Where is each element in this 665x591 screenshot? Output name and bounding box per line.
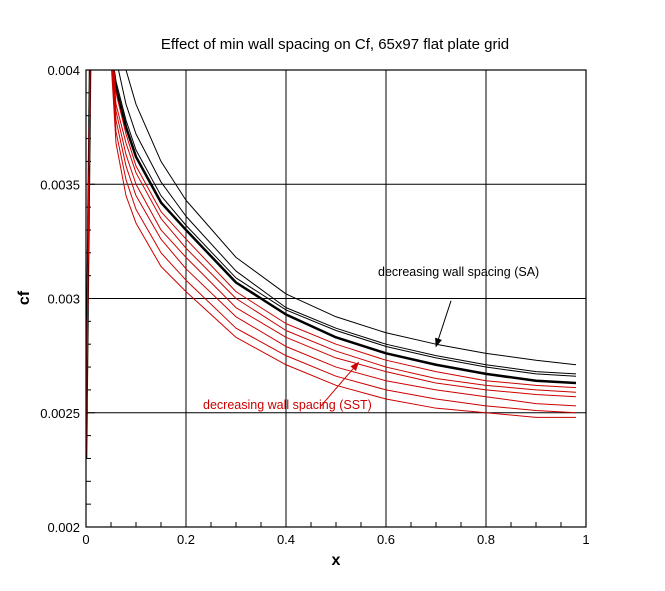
series-line-sst xyxy=(86,70,577,459)
y-tick-label: 0.0035 xyxy=(40,177,80,192)
annotation-sst-label: decreasing wall spacing (SST) xyxy=(203,398,372,412)
y-tick-label: 0.0025 xyxy=(40,406,80,421)
series-line-sst xyxy=(86,70,577,459)
annotation-sa-label: decreasing wall spacing (SA) xyxy=(378,265,539,279)
annotation-arrow xyxy=(435,300,452,348)
x-tick-label: 0.8 xyxy=(477,532,495,547)
annotations: decreasing wall spacing (SA) decreasing … xyxy=(203,265,539,412)
y-tick-label: 0.002 xyxy=(47,520,80,535)
annotation-arrow xyxy=(320,361,360,407)
y-tick-label: 0.003 xyxy=(47,292,80,307)
y-axis-label: cf xyxy=(16,290,33,305)
series-line-sa xyxy=(86,70,577,459)
chart-title: Effect of min wall spacing on Cf, 65x97 … xyxy=(161,36,509,53)
grid-lines xyxy=(86,70,586,527)
series-line-sst xyxy=(86,70,576,459)
y-tick-labels: 0.002 0.0025 0.003 0.0035 0.004 xyxy=(40,63,80,535)
x-tick-label: 0 xyxy=(82,532,89,547)
plot-frame xyxy=(85,69,587,528)
x-tick-labels: 0 0.2 0.4 0.6 0.8 1 xyxy=(82,532,589,547)
series-line-sst xyxy=(86,70,577,459)
y-tick-label: 0.004 xyxy=(47,63,80,78)
series-line-sa xyxy=(86,70,577,459)
series-lines xyxy=(86,70,577,459)
series-line-sst xyxy=(86,70,577,459)
x-axis-label: x xyxy=(332,552,341,569)
x-tick-label: 1 xyxy=(582,532,589,547)
series-line-sa xyxy=(86,70,577,459)
series-line-sst xyxy=(86,70,577,459)
x-tick-label: 0.2 xyxy=(177,532,195,547)
x-tick-label: 0.6 xyxy=(377,532,395,547)
series-line-sa xyxy=(86,70,577,459)
x-tick-label: 0.4 xyxy=(277,532,295,547)
